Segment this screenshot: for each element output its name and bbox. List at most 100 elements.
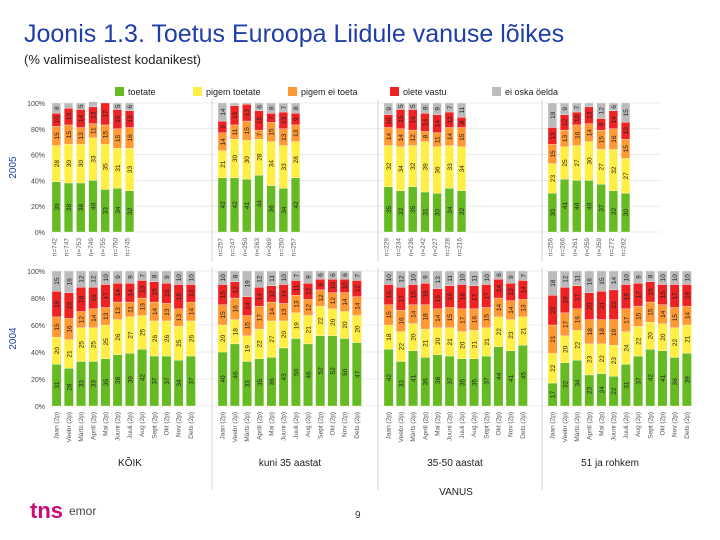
bar-segment-1-3-9-4 [657, 270, 668, 285]
month-label-1-7: Aug (2p) [305, 412, 312, 437]
data-label-1-0-8-1: 26 [152, 335, 159, 343]
data-label-0-3-5-3: 14 [611, 116, 618, 124]
data-label-1-2-4-3: 15 [435, 295, 442, 303]
data-label-1-1-3-3: 14 [257, 293, 264, 301]
data-label-1-3-5-4: 14 [611, 276, 618, 284]
data-label-1-1-4-3: 12 [269, 290, 276, 298]
data-label-1-1-1-4: 8 [232, 274, 239, 278]
data-label-1-0-0-0: 31 [54, 381, 61, 389]
data-label-1-1-4-0: 36 [269, 378, 276, 386]
data-label-1-2-1-4: 12 [398, 275, 405, 283]
data-label-0-1-0-4: 14 [220, 108, 227, 116]
bar-segment-1-2-8-4 [481, 270, 492, 285]
data-label-1-1-6-4: 7 [293, 274, 300, 278]
data-label-1-1-8-4: 6 [318, 273, 325, 277]
legend-label-3: olete vastu [403, 87, 447, 97]
data-label-1-1-11-0: 47 [354, 370, 361, 378]
bar-segment-1-0-6-4 [125, 270, 135, 284]
data-label-0-1-5-4: 7 [281, 105, 288, 109]
data-label-0-3-1-1: 25 [562, 159, 569, 167]
data-label-1-2-7-2: 16 [472, 316, 479, 324]
y-tick-0-5: 100% [27, 101, 45, 108]
data-label-1-2-11-3: 14 [520, 286, 527, 294]
data-label-1-0-3-2: 14 [91, 314, 98, 322]
data-label-0-3-0-2: 15 [550, 150, 557, 158]
data-label-1-3-5-0: 22 [611, 387, 618, 395]
data-label-1-0-1-4: 16 [66, 278, 73, 286]
data-label-0-3-1-3: 12 [562, 118, 569, 126]
data-label-0-0-0-1: 28 [54, 160, 61, 168]
data-label-1-3-1-2: 17 [562, 320, 569, 328]
bar-segment-0-2-6-4 [457, 102, 467, 118]
month-label-1-10: Nov (2p) [342, 412, 349, 437]
month-label-3-5: Juuni (2p) [611, 412, 618, 441]
legend-swatch-1 [193, 87, 202, 96]
data-label-1-0-1-1: 21 [66, 350, 73, 358]
bar-segment-1-1-1-4 [230, 270, 240, 282]
month-label-3-0: Jaan (2p) [550, 412, 557, 439]
data-label-1-3-4-1: 22 [599, 355, 606, 363]
data-label-1-2-8-1: 21 [484, 338, 491, 346]
data-label-1-1-0-3: 15 [220, 291, 227, 299]
data-label-0-3-6-0: 30 [623, 209, 630, 217]
bar-segment-0-3-6-4 [621, 102, 631, 123]
bar-segment-0-3-2-4 [572, 102, 582, 113]
data-label-1-0-2-3: 18 [79, 295, 86, 303]
bar-segment-0-1-2-4 [242, 102, 252, 105]
data-label-1-2-11-2: 13 [520, 304, 527, 312]
bar-segment-0-3-4-4 [596, 102, 606, 119]
data-label-0-1-4-4: 8 [269, 106, 276, 110]
bar-segment-0-0-6-4 [125, 102, 135, 111]
data-label-1-0-11-0: 37 [188, 377, 195, 385]
n-label-0-0: n=742 [51, 238, 58, 257]
bar-segment-1-3-11-4 [682, 270, 692, 285]
data-label-0-0-4-3: 17 [103, 110, 110, 118]
data-label-1-3-4-0: 24 [599, 386, 606, 394]
data-label-1-3-8-4: 8 [648, 274, 655, 278]
data-label-1-2-9-2: 14 [496, 303, 503, 311]
data-label-1-2-0-2: 15 [386, 311, 393, 319]
bar-segment-1-1-5-4 [278, 270, 289, 285]
data-label-0-2-4-1: 36 [435, 166, 442, 174]
data-label-0-0-1-3: 13 [66, 113, 73, 121]
bar-segment-1-1-4-4 [266, 270, 277, 287]
data-label-0-0-5-2: 15 [115, 134, 122, 142]
data-label-0-0-2-3: 14 [78, 114, 85, 122]
data-label-1-1-1-0: 46 [232, 371, 239, 379]
month-label-3-1: Veebr (2p) [562, 412, 569, 442]
month-label-2-6: Juuli (2p) [459, 412, 466, 439]
data-label-0-0-0-0: 39 [54, 203, 61, 211]
data-label-1-0-7-4: 7 [140, 274, 147, 278]
data-label-1-3-10-3: 17 [672, 292, 679, 300]
group-label-1: kuni 35 aastat [259, 458, 321, 469]
data-label-1-1-8-2: 12 [318, 294, 325, 302]
data-label-0-3-4-1: 27 [599, 163, 606, 171]
data-label-0-1-4-3: 7 [269, 116, 276, 120]
data-label-0-1-3-4: 6 [256, 105, 263, 109]
data-label-1-0-2-0: 33 [79, 380, 86, 388]
data-label-1-1-2-1: 19 [245, 345, 252, 353]
data-label-0-2-5-3: 12 [447, 116, 454, 124]
n-label-1-5: n=250 [278, 238, 285, 257]
data-label-1-0-4-2: 13 [103, 312, 110, 320]
legend-label-1: pigem toetate [206, 87, 261, 97]
bar-segment-1-3-3-4 [584, 270, 595, 293]
data-label-1-1-9-4: 6 [330, 273, 337, 277]
data-label-0-2-4-2: 11 [435, 136, 442, 143]
bar-segment-0-1-6-4 [291, 102, 301, 114]
data-label-0-2-3-1: 39 [422, 163, 429, 171]
data-label-1-2-2-1: 20 [411, 333, 418, 341]
data-label-0-0-4-0: 33 [103, 207, 110, 215]
x-axis-label: VANUS [439, 487, 473, 498]
data-label-1-0-3-4: 12 [91, 275, 98, 283]
month-label-0-6: Juuli (2p) [127, 412, 134, 439]
data-label-0-2-5-2: 14 [447, 133, 454, 141]
data-label-0-1-4-2: 15 [269, 128, 276, 136]
emor-logo-text: emor [69, 504, 97, 518]
data-label-1-2-6-2: 17 [459, 316, 466, 324]
data-label-1-0-1-3: 19 [66, 301, 73, 309]
data-label-0-2-1-0: 32 [398, 207, 405, 215]
data-label-1-1-4-4: 11 [269, 275, 276, 282]
data-label-0-0-3-1: 33 [90, 155, 97, 163]
data-label-1-3-9-0: 41 [660, 374, 667, 382]
